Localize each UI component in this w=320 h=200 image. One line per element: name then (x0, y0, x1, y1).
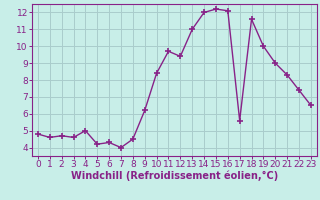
X-axis label: Windchill (Refroidissement éolien,°C): Windchill (Refroidissement éolien,°C) (71, 171, 278, 181)
